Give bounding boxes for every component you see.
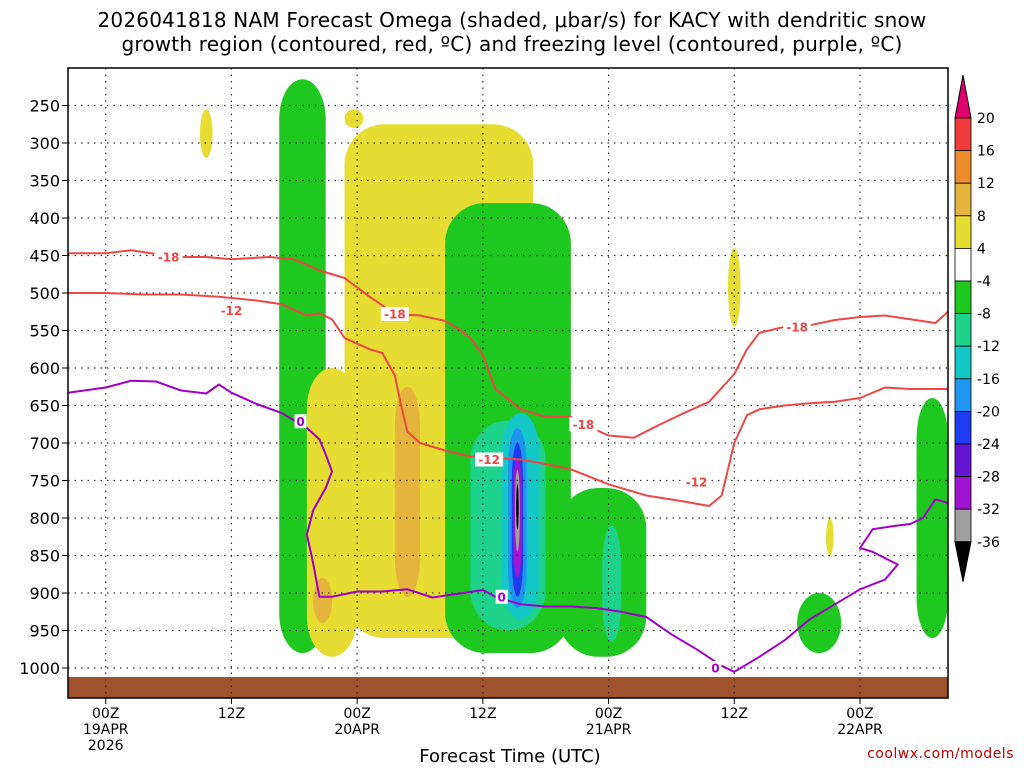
contour-label-bg bbox=[294, 414, 307, 429]
omega-region-19 bbox=[826, 518, 834, 556]
colorbar-label: -16 bbox=[977, 372, 1000, 388]
colorbar-label: 16 bbox=[977, 144, 995, 160]
colorbar-label: -8 bbox=[977, 307, 991, 323]
x-tick-label: 22APR bbox=[837, 722, 883, 738]
colorbar-label: -12 bbox=[977, 339, 1000, 355]
colorbar-swatch bbox=[954, 182, 972, 217]
colorbar-swatch bbox=[954, 150, 972, 184]
contour-label: 0 bbox=[711, 662, 719, 676]
omega-region-0 bbox=[200, 109, 213, 158]
chart-title-line-2: growth region (contoured, red, ºC) and f… bbox=[121, 32, 903, 56]
y-tick-label: 650 bbox=[29, 397, 60, 416]
colorbar-swatch bbox=[954, 280, 972, 314]
contour-label: 0 bbox=[296, 415, 304, 429]
contour-label: -12 bbox=[478, 453, 500, 467]
colorbar-swatch bbox=[954, 476, 972, 510]
omega-region-20 bbox=[916, 398, 948, 638]
colorbar-swatch bbox=[954, 247, 972, 282]
y-tick-label: 550 bbox=[29, 322, 60, 341]
site-credit: coolwx.com/models bbox=[867, 746, 1014, 762]
x-tick-label: 12Z bbox=[721, 706, 748, 722]
omega-region-2 bbox=[344, 109, 364, 128]
y-tick-label: 350 bbox=[29, 172, 60, 191]
omega-region-14 bbox=[516, 484, 519, 530]
chart-title: 2026041818 NAM Forecast Omega (shaded, μ… bbox=[0, 8, 1024, 56]
omega-region-6 bbox=[313, 578, 332, 623]
x-tick-label: 12Z bbox=[218, 706, 245, 722]
contour-label-bg bbox=[475, 452, 504, 467]
x-tick-label: 20APR bbox=[334, 722, 380, 738]
contour-label-bg bbox=[783, 319, 812, 334]
x-tick-label: 12Z bbox=[469, 706, 496, 722]
y-tick-label: 950 bbox=[29, 622, 60, 641]
contour-label: 0 bbox=[498, 590, 506, 604]
contour-label: -18 bbox=[573, 418, 595, 432]
y-tick-label: 600 bbox=[29, 359, 60, 378]
colorbar-label: -20 bbox=[977, 404, 1000, 420]
colorbar-swatch bbox=[954, 378, 972, 412]
contour-label-bg bbox=[217, 303, 246, 318]
y-tick-label: 250 bbox=[29, 97, 60, 116]
x-tick-label: 00Z bbox=[343, 706, 370, 722]
contour-label: -12 bbox=[686, 476, 708, 490]
contour-label: -18 bbox=[384, 308, 406, 322]
contour-label: -18 bbox=[786, 320, 808, 334]
contour-label: -18 bbox=[158, 251, 180, 265]
colorbar-label: 12 bbox=[977, 176, 995, 192]
y-tick-label: 850 bbox=[29, 547, 60, 566]
contour-label: -12 bbox=[221, 304, 243, 318]
y-tick-label: 300 bbox=[29, 134, 60, 153]
contour-line-2 bbox=[68, 379, 948, 673]
y-tick-label: 700 bbox=[29, 434, 60, 453]
colorbar-top-arrow bbox=[954, 74, 972, 119]
x-tick-label: 00Z bbox=[846, 706, 873, 722]
y-tick-label: 750 bbox=[29, 472, 60, 491]
colorbar-label: 8 bbox=[977, 209, 986, 225]
y-tick-label: 900 bbox=[29, 584, 60, 603]
colorbar-label: -32 bbox=[977, 502, 1000, 518]
omega-region-5 bbox=[394, 386, 420, 597]
colorbar-swatch bbox=[954, 313, 972, 347]
colorbar-swatch bbox=[954, 443, 972, 477]
x-tick-label: 00Z bbox=[595, 706, 622, 722]
x-axis-label: Forecast Time (UTC) bbox=[419, 746, 601, 767]
plot-frame bbox=[67, 67, 949, 699]
contour-label-bg bbox=[380, 307, 409, 321]
x-tick-label: 19APR bbox=[83, 722, 129, 738]
x-tick-label: 2026 bbox=[88, 738, 124, 754]
y-tick-label: 450 bbox=[29, 247, 60, 266]
colorbar-label: -28 bbox=[977, 470, 1000, 486]
colorbar-label: 20 bbox=[977, 111, 995, 127]
colorbar-swatch bbox=[954, 410, 972, 445]
omega-region-18 bbox=[728, 248, 741, 327]
terrain-band bbox=[68, 677, 948, 698]
x-tick-label: 00Z bbox=[92, 706, 119, 722]
colorbar-label: -24 bbox=[977, 437, 1000, 453]
y-tick-label: 500 bbox=[29, 284, 60, 303]
contour-label-bg bbox=[709, 661, 722, 675]
colorbar-swatch bbox=[954, 345, 972, 380]
contour-label-bg bbox=[569, 417, 598, 432]
y-tick-label: 1000 bbox=[19, 659, 60, 678]
contour-label-bg bbox=[682, 475, 711, 489]
colorbar-swatch bbox=[954, 508, 972, 543]
colorbar-label: -36 bbox=[977, 535, 1000, 551]
y-tick-label: 400 bbox=[29, 209, 60, 228]
colorbar-label: -4 bbox=[977, 274, 991, 290]
colorbar-swatch bbox=[954, 215, 972, 249]
colorbar-bottom-arrow bbox=[954, 541, 972, 582]
contour-label-bg bbox=[154, 250, 183, 264]
colorbar-label: 4 bbox=[977, 241, 986, 257]
contour-label-bg bbox=[495, 589, 508, 604]
y-tick-label: 800 bbox=[29, 509, 60, 528]
x-tick-label: 21APR bbox=[586, 722, 632, 738]
chart-title-line-1: 2026041818 NAM Forecast Omega (shaded, μ… bbox=[97, 8, 927, 32]
colorbar-swatch bbox=[954, 117, 972, 151]
omega-region-16 bbox=[602, 525, 622, 642]
